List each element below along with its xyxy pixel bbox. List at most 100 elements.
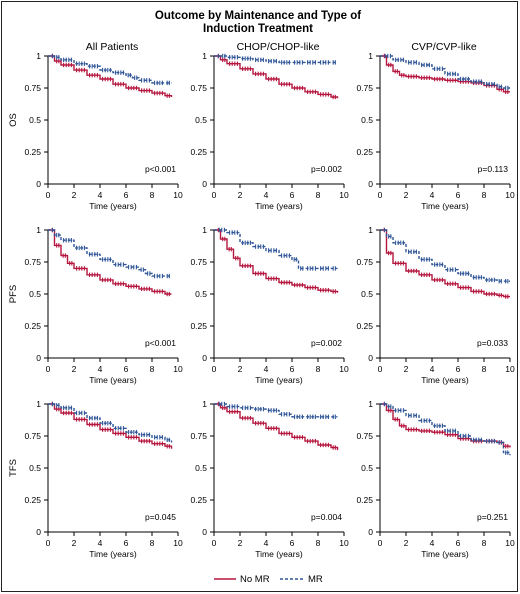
x-tick-label: 4 xyxy=(430,364,435,374)
y-tick-label: 0 xyxy=(368,179,373,189)
km-curve-mr xyxy=(48,55,172,84)
km-curve-mr xyxy=(214,229,338,270)
x-tick-label: 6 xyxy=(290,538,295,548)
y-tick-label: 0.5 xyxy=(361,289,373,299)
p-value-annotation: p=0.251 xyxy=(477,512,508,522)
y-tick-label: 0.5 xyxy=(361,115,373,125)
km-curve-mr xyxy=(48,403,173,443)
x-axis-label: Time (years) xyxy=(255,375,303,385)
x-tick-label: 8 xyxy=(482,190,487,200)
x-tick-label: 10 xyxy=(339,538,349,548)
x-tick-label: 0 xyxy=(378,538,383,548)
y-tick-label: 1 xyxy=(368,399,373,409)
km-curve-no-mr xyxy=(214,229,339,293)
km-curve-mr xyxy=(380,55,510,89)
x-axis-label: Time (years) xyxy=(255,549,303,559)
x-tick-label: 8 xyxy=(316,190,321,200)
p-value-annotation: p<0.001 xyxy=(145,164,176,174)
km-curve-mr xyxy=(380,403,511,456)
x-tick-label: 6 xyxy=(290,190,295,200)
y-tick-label: 0.25 xyxy=(24,321,41,331)
km-curve-no-mr xyxy=(48,403,173,449)
x-tick-label: 8 xyxy=(482,538,487,548)
x-tick-label: 4 xyxy=(264,190,269,200)
legend: No MR MR xyxy=(214,574,323,585)
y-tick-label: 0.5 xyxy=(361,463,373,473)
x-tick-label: 8 xyxy=(150,364,155,374)
x-tick-label: 2 xyxy=(238,364,243,374)
column-title-cvp: CVP/CVP-like xyxy=(411,41,477,53)
x-tick-label: 8 xyxy=(482,364,487,374)
x-tick-label: 0 xyxy=(212,190,217,200)
x-tick-label: 4 xyxy=(430,538,435,548)
x-tick-label: 4 xyxy=(98,190,103,200)
km-curve-no-mr xyxy=(380,229,510,298)
km-curve-no-mr xyxy=(48,229,172,295)
y-tick-label: 0.25 xyxy=(190,495,207,505)
x-tick-label: 6 xyxy=(124,364,129,374)
y-tick-label: 0.25 xyxy=(24,495,41,505)
x-axis-label: Time (years) xyxy=(89,375,137,385)
x-tick-label: 8 xyxy=(150,538,155,548)
y-tick-label: 0.75 xyxy=(190,257,207,267)
p-value-annotation: p=0.113 xyxy=(478,164,509,174)
row-label-pfs: PFS xyxy=(8,285,19,303)
figure-title-line1: Outcome by Maintenance and Type of xyxy=(155,10,361,22)
column-title-all-patients: All Patients xyxy=(86,41,139,53)
p-value-annotation: p=0.004 xyxy=(311,512,342,522)
y-tick-label: 1 xyxy=(202,51,207,61)
column-title-chop: CHOP/CHOP-like xyxy=(237,41,320,53)
p-value-annotation: p=0.002 xyxy=(311,338,342,348)
x-tick-label: 2 xyxy=(404,538,409,548)
x-tick-label: 10 xyxy=(505,364,515,374)
x-tick-label: 4 xyxy=(264,364,269,374)
x-tick-label: 8 xyxy=(150,190,155,200)
x-tick-label: 4 xyxy=(98,538,103,548)
y-tick-label: 0.75 xyxy=(24,83,41,93)
p-value-annotation: p=0.045 xyxy=(145,512,176,522)
x-tick-label: 0 xyxy=(212,364,217,374)
x-tick-label: 2 xyxy=(72,190,77,200)
km-curve-no-mr xyxy=(48,55,173,97)
x-tick-label: 6 xyxy=(456,538,461,548)
x-tick-label: 8 xyxy=(316,538,321,548)
y-tick-label: 0 xyxy=(36,527,41,537)
x-tick-label: 10 xyxy=(505,538,515,548)
y-tick-label: 1 xyxy=(36,399,41,409)
p-value-annotation: p=0.033 xyxy=(477,338,508,348)
x-tick-label: 0 xyxy=(212,538,217,548)
x-tick-label: 10 xyxy=(173,190,183,200)
x-tick-label: 6 xyxy=(456,364,461,374)
x-axis-label: Time (years) xyxy=(89,549,137,559)
x-tick-label: 0 xyxy=(378,190,383,200)
x-tick-label: 0 xyxy=(46,364,51,374)
legend-label-no-mr: No MR xyxy=(240,574,270,585)
x-tick-label: 6 xyxy=(456,190,461,200)
y-tick-label: 0.25 xyxy=(190,147,207,157)
x-tick-label: 10 xyxy=(173,364,183,374)
y-tick-label: 0.75 xyxy=(190,83,207,93)
x-tick-label: 2 xyxy=(72,538,77,548)
figure-title-line2: Induction Treatment xyxy=(203,23,313,35)
x-axis-label: Time (years) xyxy=(421,549,469,559)
x-tick-label: 2 xyxy=(404,364,409,374)
x-tick-label: 10 xyxy=(339,190,349,200)
x-tick-label: 0 xyxy=(46,190,51,200)
y-tick-label: 0.75 xyxy=(356,257,373,267)
p-value-annotation: p<0.001 xyxy=(145,338,176,348)
legend-label-mr: MR xyxy=(308,574,323,585)
x-tick-label: 8 xyxy=(316,364,321,374)
x-tick-label: 10 xyxy=(173,538,183,548)
km-curve-no-mr xyxy=(214,55,339,99)
y-tick-label: 0.75 xyxy=(356,83,373,93)
y-tick-label: 0.75 xyxy=(24,257,41,267)
